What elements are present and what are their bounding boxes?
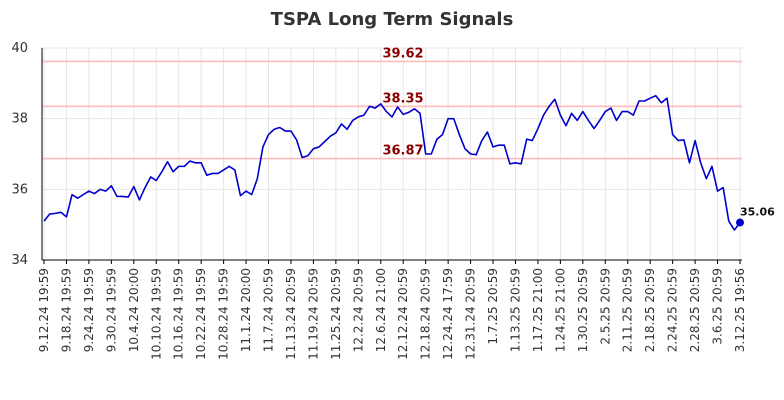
x-tick-label: 10.22.24 19:59 bbox=[194, 268, 208, 360]
y-tick-label: 36 bbox=[11, 182, 28, 197]
x-tick-label: 10.4.24 20:00 bbox=[127, 268, 141, 352]
x-tick-label: 1.7.25 20:59 bbox=[486, 268, 500, 345]
x-tick-label: 11.1.24 20:00 bbox=[239, 268, 253, 352]
x-tick-label: 9.12.24 19:59 bbox=[37, 268, 51, 352]
x-tick-label: 1.24.25 21:00 bbox=[553, 268, 567, 352]
x-tick-label: 12.31.24 20:59 bbox=[464, 268, 478, 360]
x-tick-label: 10.28.24 19:59 bbox=[217, 268, 231, 360]
x-tick-label: 2.28.25 20:59 bbox=[688, 268, 702, 352]
y-tick-label: 34 bbox=[11, 253, 28, 268]
x-tick-label: 12.6.24 21:00 bbox=[374, 268, 388, 352]
x-tick-label: 2.24.25 20:59 bbox=[666, 268, 680, 352]
axes: 34 36 38 40 9.12.24 19:59 9.18.24 19:59 9.24.2… bbox=[11, 41, 747, 360]
y-tick-label: 38 bbox=[11, 112, 28, 127]
x-tick-label: 9.18.24 19:59 bbox=[59, 268, 73, 352]
x-tick-label: 12.2.24 20:59 bbox=[351, 268, 365, 352]
x-tick-label: 9.24.24 19:59 bbox=[82, 268, 96, 352]
x-tick-label: 9.30.24 19:59 bbox=[104, 268, 118, 352]
x-tick-label: 12.18.24 20:59 bbox=[419, 268, 433, 360]
x-tick-label: 3.12.25 19:56 bbox=[733, 268, 747, 352]
x-tick-label: 1.17.25 21:00 bbox=[531, 268, 545, 352]
price-series-line bbox=[43, 94, 741, 231]
x-tick-label: 1.13.25 20:59 bbox=[508, 268, 522, 352]
x-tick-label: 10.10.24 19:59 bbox=[149, 268, 163, 360]
x-tick-label: 12.24.24 17:59 bbox=[441, 268, 455, 360]
signal-label: 39.62 bbox=[382, 46, 423, 61]
signal-lines: 39.62 38.35 36.87 bbox=[42, 46, 742, 160]
y-tick-label: 40 bbox=[11, 41, 28, 56]
x-tick-label: 12.12.24 20:59 bbox=[396, 268, 410, 360]
x-tick-label: 11.13.24 20:59 bbox=[284, 268, 298, 360]
x-tick-label: 11.7.24 20:59 bbox=[262, 268, 276, 352]
x-tick-label: 3.6.25 20:59 bbox=[711, 268, 725, 345]
signal-label: 36.87 bbox=[382, 144, 423, 159]
series-layer: 35.06 bbox=[43, 94, 775, 231]
x-tick-label: 2.18.25 20:59 bbox=[643, 268, 657, 352]
x-tick-label: 11.25.24 20:59 bbox=[329, 268, 343, 360]
signal-label: 38.35 bbox=[382, 91, 423, 106]
grid bbox=[42, 47, 742, 261]
x-tick-label: 2.5.25 20:59 bbox=[598, 268, 612, 345]
chart-title: TSPA Long Term Signals bbox=[271, 9, 514, 30]
x-tick-label: 11.19.24 20:59 bbox=[306, 268, 320, 360]
x-tick-label: 2.11.25 20:59 bbox=[621, 268, 635, 352]
x-tick-label: 10.16.24 19:59 bbox=[172, 268, 186, 360]
x-tick-label: 1.30.25 20:59 bbox=[576, 268, 590, 352]
last-value-label: 35.06 bbox=[740, 206, 775, 219]
last-point-marker bbox=[736, 218, 744, 227]
